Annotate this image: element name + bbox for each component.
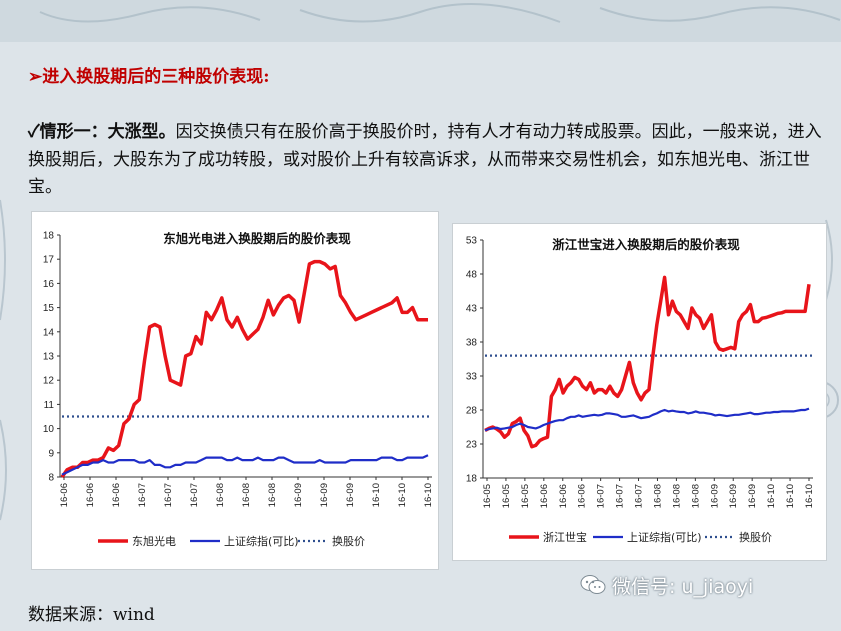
x-tick-label: 16-07 <box>596 484 607 508</box>
description-paragraph: ✓情形一：大涨型。因交换债只有在股价高于换股价时，持有人才有动力转成股票。因此，… <box>28 119 828 202</box>
x-tick-label: 16-08 <box>652 484 663 508</box>
legend-label: 上证综指(可比) <box>627 530 702 544</box>
x-tick-label: 16-09 <box>293 483 304 507</box>
x-tick-label: 16-06 <box>85 483 96 507</box>
stock-price-line <box>60 259 428 479</box>
arrow-bullet-icon: ➢ <box>28 67 43 87</box>
chart-title: 浙江世宝进入换股期后的股价表现 <box>552 237 740 252</box>
x-tick-label: 16-06 <box>59 483 70 507</box>
scenario-text: 因交换债只有在股价高于换股价时，持有人才有动力转成股票。因此，一般来说，进入换股… <box>28 122 822 197</box>
x-tick-label: 16-07 <box>189 483 200 507</box>
legend-label: 换股价 <box>739 530 772 544</box>
y-tick-label: 10 <box>43 424 55 435</box>
y-tick-label: 9 <box>48 448 54 459</box>
x-tick-label: 16-09 <box>319 483 330 507</box>
x-tick-label: 16-10 <box>371 483 382 507</box>
section-heading-text: 进入换股期后的三种股价表现: <box>42 67 270 87</box>
y-tick-label: 48 <box>466 270 478 281</box>
y-tick-label: 23 <box>466 440 478 451</box>
x-tick-label: 16-05 <box>520 484 531 508</box>
x-tick-label: 16-10 <box>397 483 408 507</box>
y-tick-label: 18 <box>43 231 55 242</box>
x-tick-label: 16-09 <box>345 483 356 507</box>
y-tick-label: 17 <box>43 255 55 266</box>
section-heading: ➢进入换股期后的三种股价表现: <box>28 62 270 87</box>
chart-zhejiang: 18 23 28 33 38 43 48 53 16-05 16-05 16-05 16-06 16-0… <box>452 223 827 561</box>
x-tick-label: 16-05 <box>501 484 512 508</box>
x-tick-label: 16-06 <box>539 484 550 508</box>
x-tick-label: 16-10 <box>423 483 434 507</box>
check-icon: ✓ <box>28 122 40 142</box>
y-tick-label: 33 <box>466 372 478 383</box>
y-tick-label: 14 <box>43 327 55 338</box>
x-tick-label: 16-10 <box>785 484 796 508</box>
chart-dongxu-svg: 8 9 10 11 12 13 14 15 16 17 18 16-06 16-06 16-06 16-07… <box>43 231 434 549</box>
x-tick-label: 16-05 <box>482 484 493 508</box>
x-tick-label: 16-06 <box>558 484 569 508</box>
x-tick-label: 16-09 <box>747 484 758 508</box>
index-line <box>484 407 810 432</box>
data-source: 数据来源：wind <box>28 605 155 625</box>
y-tick-label: 13 <box>43 352 55 363</box>
scenario-lead: 情形一：大涨型。 <box>39 122 176 142</box>
y-tick-label: 16 <box>43 279 55 290</box>
y-tick-label: 11 <box>44 400 55 411</box>
watermark-text: 微信号: u_jiaoyi <box>612 575 754 598</box>
x-tick-label: 16-10 <box>804 484 815 508</box>
chart-zhejiang-svg: 18 23 28 33 38 43 48 53 16-05 16-05 16-05 16-06 16-0… <box>466 236 815 545</box>
y-tick-label: 18 <box>466 474 478 485</box>
x-tick-label: 16-08 <box>215 483 226 507</box>
y-tick-label: 28 <box>466 406 478 417</box>
y-tick-label: 12 <box>43 376 55 387</box>
index-line <box>61 454 429 476</box>
legend-label: 东旭光电 <box>132 534 176 548</box>
y-tick-label: 53 <box>466 236 478 247</box>
chart-dongxu: 8 9 10 11 12 13 14 15 16 17 18 16-06 16-06 16-06 16-07… <box>31 211 439 570</box>
wechat-icon <box>580 575 606 594</box>
x-tick-label: 16-08 <box>671 484 682 508</box>
x-tick-label: 16-07 <box>163 483 174 507</box>
x-tick-label: 16-06 <box>111 483 122 507</box>
x-tick-label: 16-07 <box>137 483 148 507</box>
chart-title: 东旭光电进入换股期后的股价表现 <box>163 231 351 246</box>
x-tick-label: 16-10 <box>766 484 777 508</box>
y-tick-label: 38 <box>466 338 478 349</box>
legend-label: 上证综指(可比) <box>224 534 299 548</box>
x-tick-label: 16-07 <box>615 484 626 508</box>
x-tick-label: 16-07 <box>634 484 645 508</box>
stock-price-line <box>484 275 811 449</box>
y-tick-label: 43 <box>466 304 478 315</box>
y-tick-label: 15 <box>43 303 55 314</box>
y-tick-label: 8 <box>48 473 54 484</box>
legend-label: 浙江世宝 <box>543 530 587 544</box>
wechat-watermark: 微信号: u_jiaoyi <box>580 573 754 598</box>
x-tick-label: 16-06 <box>577 484 588 508</box>
x-tick-label: 16-08 <box>690 484 701 508</box>
x-tick-label: 16-09 <box>709 484 720 508</box>
x-tick-label: 16-08 <box>267 483 278 507</box>
x-tick-label: 16-08 <box>241 483 252 507</box>
x-tick-label: 16-09 <box>728 484 739 508</box>
legend-label: 换股价 <box>332 534 365 548</box>
